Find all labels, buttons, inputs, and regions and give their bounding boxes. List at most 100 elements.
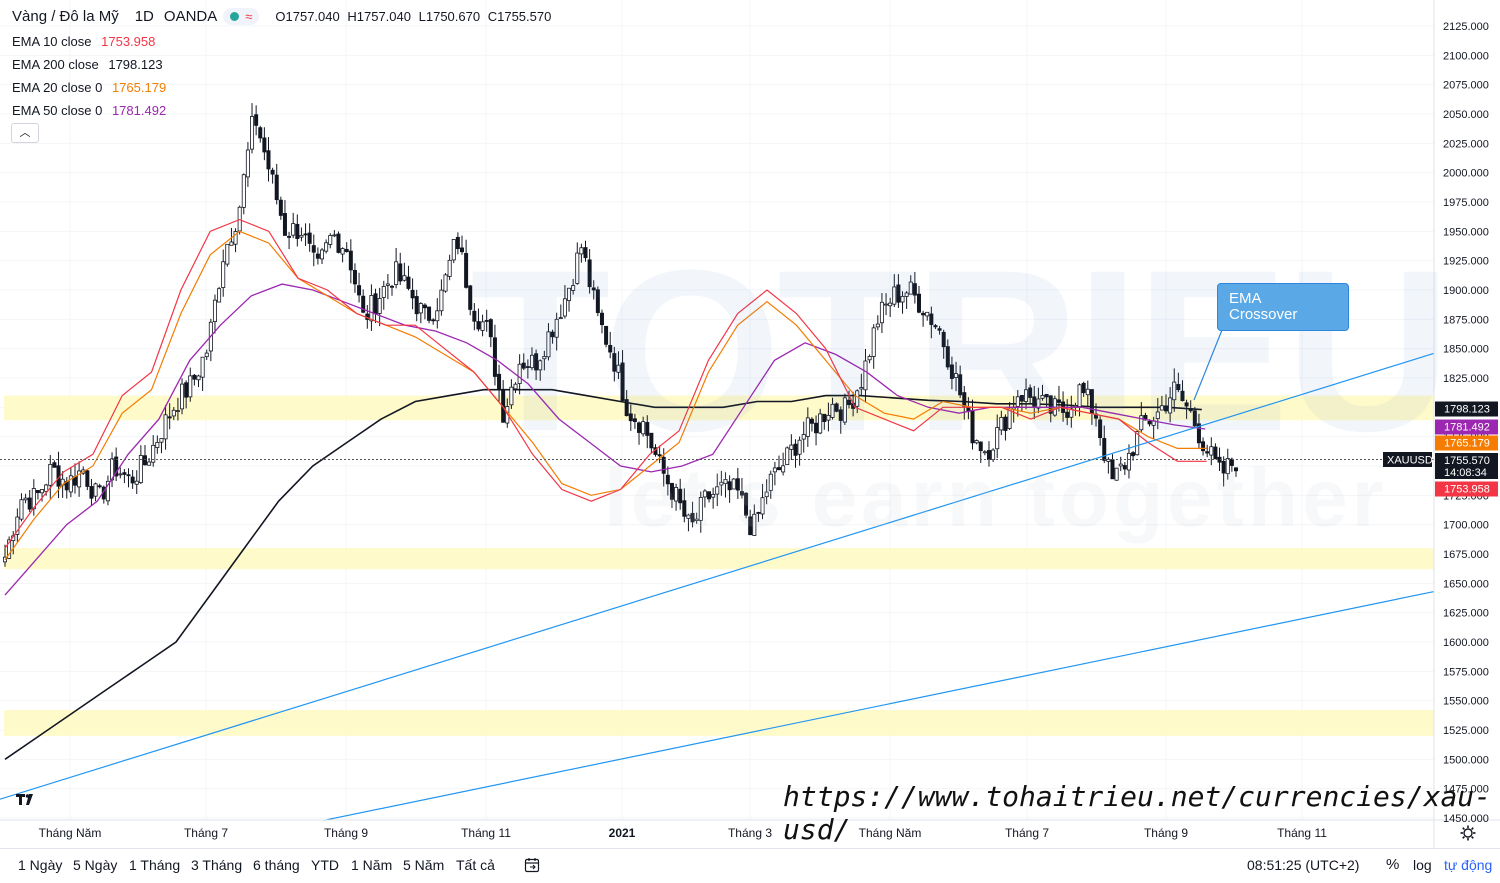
candle-body xyxy=(715,486,720,495)
price-chart[interactable]: 2125.000 2100.000 2075.000 2050.000 2025.000… xyxy=(0,0,1500,848)
candle-body xyxy=(797,439,802,455)
y-tick-label: 1850.000 xyxy=(1443,344,1489,356)
candle-body xyxy=(793,443,798,456)
candle-body xyxy=(1081,382,1086,394)
candle-body xyxy=(542,356,547,360)
candle-body xyxy=(1225,458,1230,475)
x-tick-label: Tháng Năm xyxy=(39,826,102,840)
collapse-indicators-button[interactable]: ︿ xyxy=(11,123,39,143)
candle-body xyxy=(497,373,502,390)
open-value: 1757.040 xyxy=(285,9,340,24)
interval-label[interactable]: 1D xyxy=(134,8,154,25)
x-tick-label: 2021 xyxy=(609,826,636,840)
log-scale-button[interactable]: log xyxy=(1413,857,1432,873)
candle-body xyxy=(834,403,839,412)
candle-body xyxy=(604,325,609,345)
candle-body xyxy=(1205,451,1210,454)
candle-body xyxy=(1036,398,1041,409)
candle-body xyxy=(245,149,250,178)
candle-body xyxy=(476,321,481,330)
wave-icon: ≈ xyxy=(245,9,253,24)
indicator-ema10[interactable]: EMA 10 close 1753.958 xyxy=(12,34,155,49)
range-5-day[interactable]: 5 Ngày xyxy=(73,857,118,873)
bottom-toolbar xyxy=(0,848,1500,883)
range-1-month[interactable]: 1 Tháng xyxy=(129,857,181,873)
candle-body xyxy=(571,285,576,291)
candlesticks xyxy=(3,103,1239,567)
candle-body xyxy=(134,480,139,485)
candle-body xyxy=(377,298,382,314)
y-tick-label: 1450.000 xyxy=(1443,813,1489,825)
symbol-tag-text: XAUUSD xyxy=(1387,455,1433,467)
candle-body xyxy=(118,473,123,476)
candle-body xyxy=(381,286,386,298)
candle-body xyxy=(431,319,436,322)
indicator-ema200[interactable]: EMA 200 close 1798.123 xyxy=(12,57,163,72)
candle-body xyxy=(340,248,345,255)
candle-body xyxy=(439,289,444,312)
candle-body xyxy=(513,383,518,390)
y-tick-label: 1575.000 xyxy=(1443,666,1489,678)
symbol-title[interactable]: Vàng / Đô la Mỹ xyxy=(12,8,119,25)
range-1-day[interactable]: 1 Ngày xyxy=(18,857,63,873)
candle-body xyxy=(711,494,716,498)
candle-body xyxy=(19,499,24,520)
candle-body xyxy=(455,236,460,250)
range-3-month[interactable]: 3 Tháng xyxy=(191,857,243,873)
range-1-year[interactable]: 1 Năm xyxy=(351,857,393,873)
candle-body xyxy=(410,289,415,299)
candle-body xyxy=(999,417,1004,431)
candle-body xyxy=(274,174,279,201)
indicator-ema20[interactable]: EMA 20 close 0 1765.179 xyxy=(12,80,166,95)
candle-body xyxy=(908,281,913,295)
price-tag-box xyxy=(1435,419,1498,435)
candle-body xyxy=(303,233,308,236)
trendlines[interactable] xyxy=(0,352,1435,821)
candle-body xyxy=(155,442,160,448)
calendar-goto-icon[interactable] xyxy=(524,857,540,873)
candle-body xyxy=(52,462,57,468)
candle-body xyxy=(85,470,90,487)
candle-body xyxy=(805,417,810,437)
range-all[interactable]: Tất cả xyxy=(456,857,495,873)
price-tag-box xyxy=(1435,453,1498,479)
candle-body xyxy=(336,233,341,253)
candle-body xyxy=(229,241,234,246)
gear-icon[interactable] xyxy=(1459,824,1477,842)
candle-body xyxy=(266,150,271,170)
market-status-pill[interactable]: ≈ xyxy=(223,8,260,25)
candle-body xyxy=(1019,394,1024,402)
candle-body xyxy=(373,293,378,315)
candle-body xyxy=(451,239,456,261)
indicator-label: EMA 10 close xyxy=(12,34,92,49)
auto-scale-button[interactable]: tự động xyxy=(1444,857,1493,873)
trendline xyxy=(323,590,1435,821)
range-6-month[interactable]: 6 tháng xyxy=(253,857,300,873)
ema-crossover-callout[interactable]: EMA Crossover xyxy=(1217,283,1349,331)
candle-body xyxy=(97,485,102,488)
candle-body xyxy=(196,375,201,381)
y-tick-label: 2025.000 xyxy=(1443,138,1489,150)
tradingview-logo-icon[interactable] xyxy=(14,789,38,809)
candle-body xyxy=(591,287,596,291)
candle-body xyxy=(768,473,773,491)
y-tick-label: 1475.000 xyxy=(1443,784,1489,796)
candle-body xyxy=(748,516,753,536)
y-tick-label: 1675.000 xyxy=(1443,549,1489,561)
indicator-ema50[interactable]: EMA 50 close 0 1781.492 xyxy=(12,103,166,118)
range-5-year[interactable]: 5 Năm xyxy=(403,857,445,873)
candle-body xyxy=(192,374,197,380)
clock-timezone[interactable]: 08:51:25 (UTC+2) xyxy=(1247,857,1360,873)
range-ytd[interactable]: YTD xyxy=(311,857,339,873)
chart-header: Vàng / Đô la Mỹ 1D OANDA ≈ O1757.040 H17… xyxy=(12,8,555,25)
price-tag-text: 1755.570 xyxy=(1444,455,1490,467)
candle-body xyxy=(435,310,440,322)
candle-body xyxy=(698,497,703,521)
percent-scale-button[interactable]: % xyxy=(1386,856,1400,873)
candle-body xyxy=(324,242,329,252)
candle-body xyxy=(814,422,819,434)
candle-body xyxy=(937,328,942,331)
candle-body xyxy=(1044,393,1049,398)
candle-body xyxy=(282,213,287,236)
candle-body xyxy=(587,259,592,288)
